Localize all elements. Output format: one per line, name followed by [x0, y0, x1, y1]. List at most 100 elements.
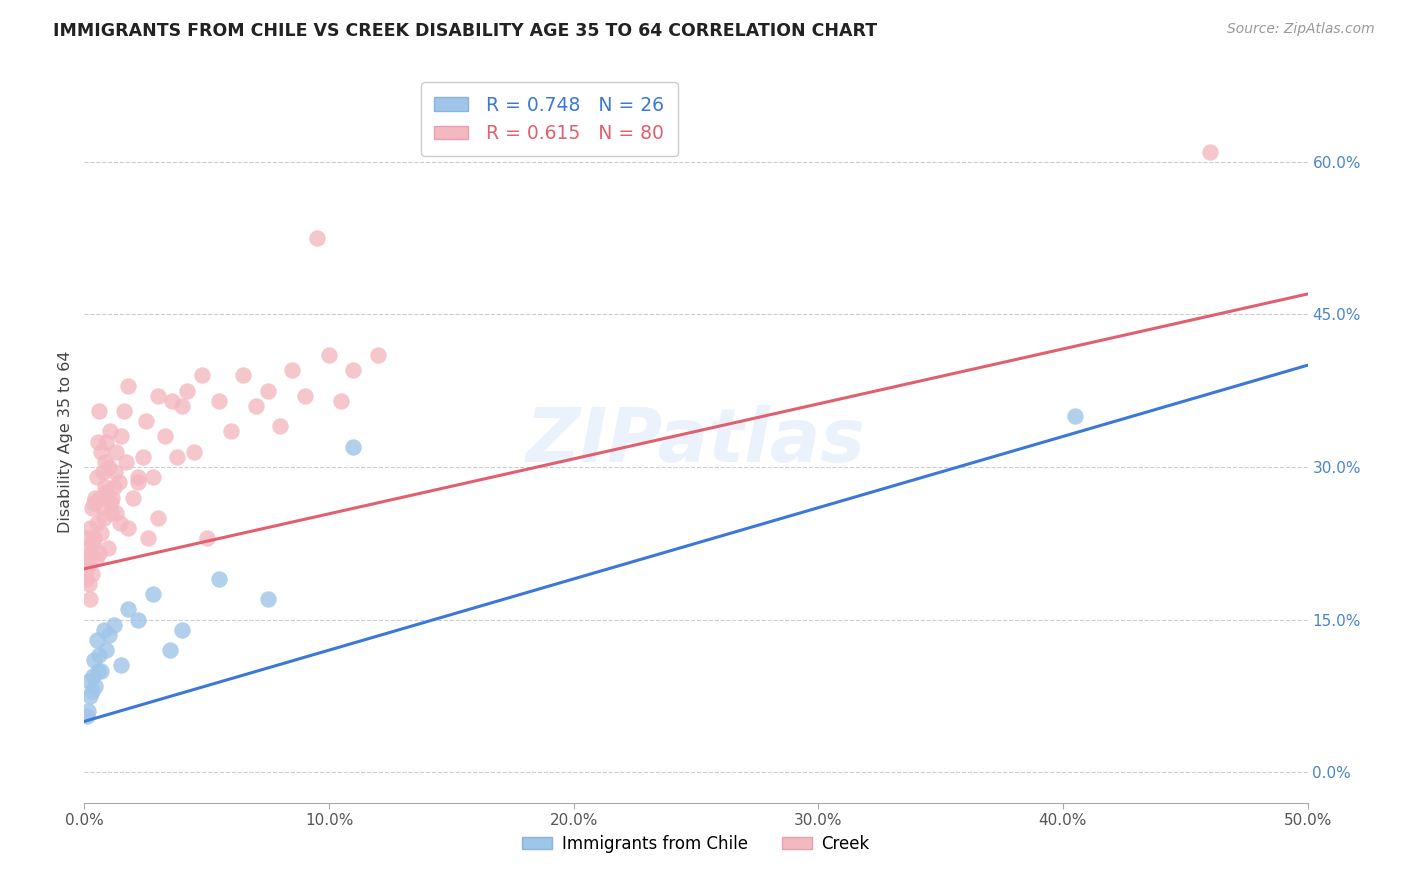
Point — [97, 460, 120, 475]
Point — [100, 495, 122, 509]
Point — [76, 709, 98, 723]
Point — [90, 444, 112, 458]
Point — [135, 414, 157, 428]
Point — [87, 546, 110, 560]
Point — [146, 389, 169, 403]
Point — [75, 572, 97, 586]
Point — [330, 393, 353, 408]
Point — [132, 450, 155, 464]
Point — [1198, 145, 1220, 159]
Point — [108, 516, 131, 530]
Point — [89, 491, 111, 505]
Point — [122, 491, 145, 505]
Point — [75, 562, 97, 576]
Point — [84, 551, 107, 566]
Point — [112, 404, 135, 418]
Point — [79, 521, 101, 535]
Point — [208, 393, 231, 408]
Point — [76, 541, 98, 556]
Point — [98, 425, 121, 439]
Text: ZIPatlas: ZIPatlas — [526, 405, 866, 478]
Point — [82, 668, 104, 682]
Point — [153, 429, 176, 443]
Point — [110, 658, 132, 673]
Point — [79, 592, 101, 607]
Point — [86, 632, 108, 647]
Point — [77, 704, 100, 718]
Point — [91, 500, 114, 515]
Point — [136, 531, 159, 545]
Point — [105, 444, 128, 458]
Point — [77, 577, 100, 591]
Point — [101, 491, 124, 505]
Point — [294, 389, 316, 403]
Point — [1064, 409, 1087, 423]
Point — [208, 572, 231, 586]
Point — [342, 440, 364, 454]
Point — [77, 557, 100, 571]
Point — [94, 480, 117, 494]
Point — [84, 679, 107, 693]
Point — [281, 363, 304, 377]
Point — [269, 419, 291, 434]
Point — [245, 399, 267, 413]
Y-axis label: Disability Age 35 to 64: Disability Age 35 to 64 — [58, 351, 73, 533]
Point — [232, 368, 254, 383]
Point — [318, 348, 340, 362]
Point — [86, 470, 108, 484]
Point — [100, 506, 122, 520]
Point — [162, 393, 184, 408]
Point — [80, 684, 103, 698]
Point — [342, 363, 364, 377]
Point — [80, 546, 103, 560]
Point — [83, 491, 105, 505]
Point — [80, 500, 103, 515]
Point — [96, 434, 118, 449]
Point — [166, 450, 188, 464]
Legend: Immigrants from Chile, Creek: Immigrants from Chile, Creek — [516, 828, 876, 860]
Point — [172, 623, 194, 637]
Point — [96, 485, 118, 500]
Text: Source: ZipAtlas.com: Source: ZipAtlas.com — [1227, 22, 1375, 37]
Point — [87, 404, 110, 418]
Point — [219, 425, 242, 439]
Point — [117, 602, 139, 616]
Point — [77, 531, 100, 545]
Point — [142, 470, 165, 484]
Point — [107, 475, 129, 490]
Point — [97, 628, 120, 642]
Point — [257, 592, 280, 607]
Point — [103, 617, 125, 632]
Point — [82, 536, 104, 550]
Point — [93, 623, 115, 637]
Point — [87, 648, 110, 663]
Point — [77, 673, 100, 688]
Point — [127, 475, 149, 490]
Point — [90, 526, 112, 541]
Point — [87, 434, 110, 449]
Point — [110, 429, 132, 443]
Point — [103, 480, 125, 494]
Point — [176, 384, 198, 398]
Point — [91, 465, 114, 479]
Point — [183, 444, 205, 458]
Point — [191, 368, 214, 383]
Point — [172, 399, 194, 413]
Point — [90, 664, 112, 678]
Point — [117, 521, 139, 535]
Point — [127, 613, 149, 627]
Point — [257, 384, 280, 398]
Point — [94, 455, 117, 469]
Point — [96, 643, 118, 657]
Point — [105, 506, 128, 520]
Point — [83, 531, 105, 545]
Point — [76, 551, 98, 566]
Point — [97, 541, 120, 556]
Point — [87, 664, 110, 678]
Point — [146, 511, 169, 525]
Point — [86, 516, 108, 530]
Point — [117, 378, 139, 392]
Point — [115, 455, 138, 469]
Point — [79, 689, 101, 703]
Point — [82, 566, 104, 581]
